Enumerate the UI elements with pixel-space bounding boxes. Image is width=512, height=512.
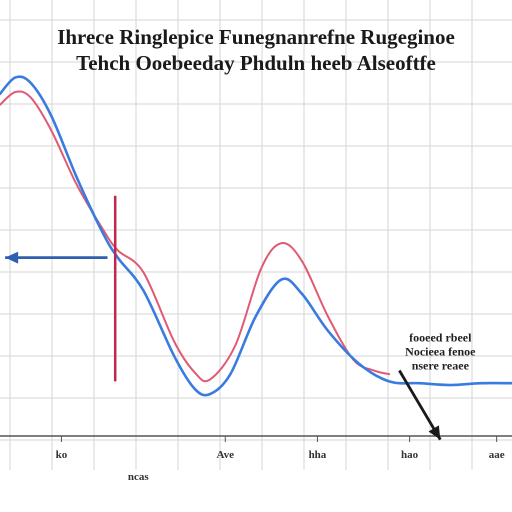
markers [5,195,442,441]
arrow-head [428,425,441,440]
x-tick-label: Ave [217,449,235,461]
x-axis-sublabel: ncas [128,471,150,483]
chart-title: Ihrece Ringlepice Funegnanrefne Rugegino… [57,25,455,75]
x-tick-label: aae [489,449,505,461]
annotation-text-line: Nocieea fenoe [405,344,476,358]
x-axis: ko Ave hha hao aae ncas [0,435,512,483]
series-line-blue [0,75,512,397]
x-tick-label: hha [309,449,327,461]
series-group [0,75,512,397]
chart-title-line: Ihrece Ringlepice Funegnanrefne Rugegino… [57,25,455,49]
arrow-shaft [398,369,442,441]
series-line-red [0,90,391,383]
arrow-head [5,251,19,264]
annotation-text-line: nsere reaee [412,358,470,372]
grid [0,0,512,470]
chart-title-line: Tehch Ooebeeday Phduln heeb Alseoftfe [76,51,436,75]
annotation-text-line: fooeed rbeel [409,330,472,344]
x-tick-label: ko [56,449,68,461]
x-tick-label: hao [401,449,419,461]
